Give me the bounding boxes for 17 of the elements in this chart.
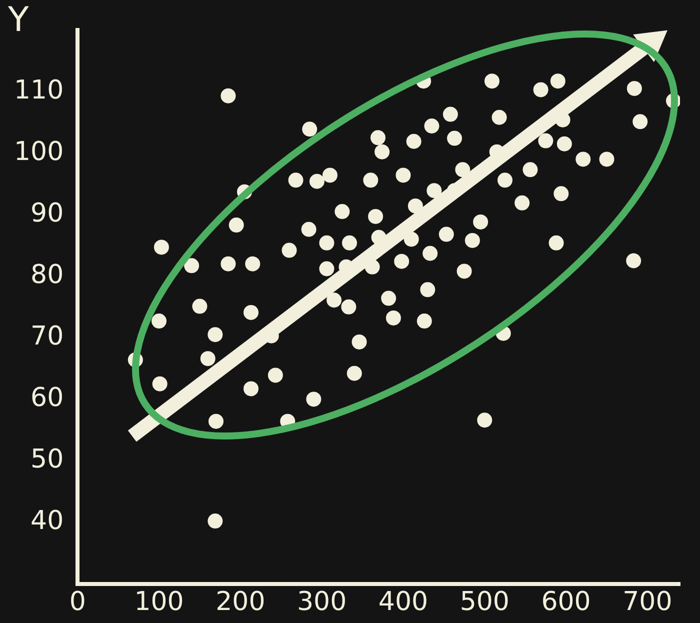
- y-tick-label: 40: [30, 506, 64, 536]
- y-tick-label: 80: [30, 260, 64, 290]
- x-tick-label: 600: [541, 587, 591, 618]
- y-tick-label: 70: [30, 321, 64, 352]
- y-tick-label: 60: [30, 382, 64, 413]
- x-tick-label: 0: [69, 587, 86, 618]
- x-tick-label: 500: [460, 587, 510, 618]
- x-tick-label: 300: [297, 587, 347, 618]
- y-axis-title: Y: [8, 0, 29, 40]
- y-tick-label: 50: [30, 444, 64, 474]
- y-tick-label: 90: [30, 198, 64, 228]
- y-tick-label: 110: [14, 75, 64, 106]
- x-tick-label: 700: [622, 587, 672, 618]
- x-tick-label: 100: [134, 587, 184, 618]
- x-tick-label: 400: [378, 587, 428, 618]
- y-tick-label: 100: [14, 136, 64, 167]
- x-tick-label: 200: [216, 587, 266, 618]
